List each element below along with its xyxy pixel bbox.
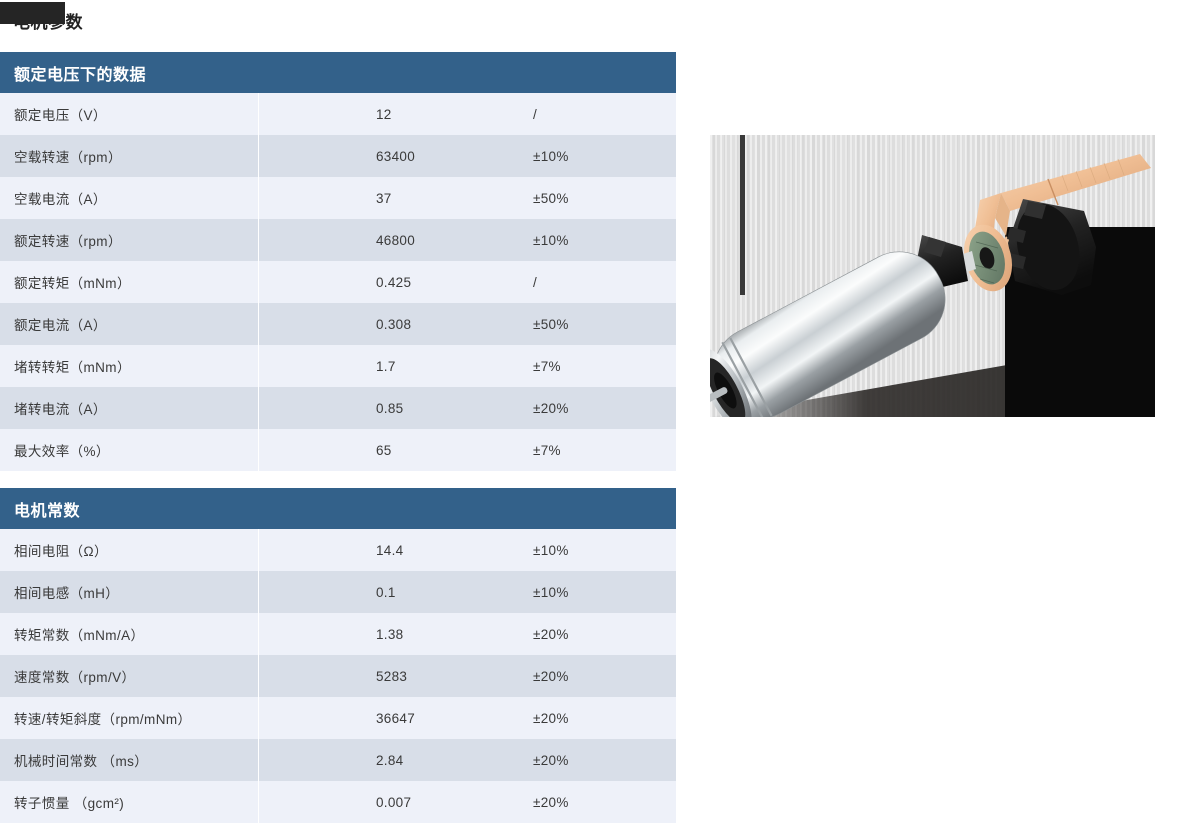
table-row: 转速/转矩斜度（rpm/mNm） 36647 ±20% [0,697,676,739]
row-label: 额定转速（rpm） [14,234,122,249]
spec-table-rated-voltage: 额定电压下的数据 额定电压（V） 12 / 空载转速（rpm） 63400 ±1… [0,52,676,471]
product-photo-motor [710,135,1155,417]
row-value: 0.308 [258,303,533,345]
row-tolerance: / [533,106,538,122]
table-row: 堵转电流（A） 0.85 ±20% [0,387,676,429]
table-row: 相间电感（mH） 0.1 ±10% [0,571,676,613]
row-tolerance: ±7% [533,442,561,458]
row-value: 36647 [258,697,533,739]
row-tolerance: ±10% [533,148,569,164]
row-label: 速度常数（rpm/V） [14,670,136,685]
row-label: 最大效率（%） [14,444,110,459]
motor-illustration-icon [710,154,1151,417]
row-tolerance: ±20% [533,794,569,810]
row-value: 46800 [258,219,533,261]
row-tolerance: ±20% [533,626,569,642]
table-row: 额定电流（A） 0.308 ±50% [0,303,676,345]
row-label: 机械时间常数 （ms） [14,754,149,769]
row-value: 0.1 [258,571,533,613]
spec-table-motor-constants: 电机常数 相间电阻（Ω） 14.4 ±10% 相间电感（mH） 0.1 ±10%… [0,488,676,823]
table-row: 机械时间常数 （ms） 2.84 ±20% [0,739,676,781]
row-value: 14.4 [258,529,533,571]
row-tolerance: ±10% [533,542,569,558]
row-value: 5283 [258,655,533,697]
row-tolerance: ±10% [533,584,569,600]
table-row: 最大效率（%） 65 ±7% [0,429,676,471]
row-tolerance: ±10% [533,232,569,248]
row-label: 堵转转矩（mNm） [14,360,131,375]
table-row: 相间电阻（Ω） 14.4 ±10% [0,529,676,571]
row-label: 转矩常数（mNm/A） [14,628,145,643]
row-label: 空载电流（A） [14,192,107,207]
row-tolerance: ±20% [533,400,569,416]
table-row: 速度常数（rpm/V） 5283 ±20% [0,655,676,697]
row-value: 1.7 [258,345,533,387]
row-value: 0.85 [258,387,533,429]
row-tolerance: ±50% [533,190,569,206]
row-value: 2.84 [258,739,533,781]
row-value: 12 [258,93,533,135]
row-label: 相间电感（mH） [14,586,120,601]
table-row: 转子惯量 （gcm²) 0.007 ±20% [0,781,676,823]
row-label: 额定电压（V） [14,108,107,123]
row-value: 0.425 [258,261,533,303]
table-header-rated-voltage: 额定电压下的数据 [0,52,676,93]
row-tolerance: ±7% [533,358,561,374]
table-row: 转矩常数（mNm/A） 1.38 ±20% [0,613,676,655]
row-label: 额定转矩（mNm） [14,276,131,291]
table-header-motor-constants: 电机常数 [0,488,676,529]
table-row: 空载电流（A） 37 ±50% [0,177,676,219]
row-value: 37 [258,177,533,219]
table-row: 堵转转矩（mNm） 1.7 ±7% [0,345,676,387]
photo-dark-streak [740,135,745,295]
row-tolerance: ±20% [533,752,569,768]
row-tolerance: ±20% [533,710,569,726]
row-label: 堵转电流（A） [14,402,107,417]
row-label: 额定电流（A） [14,318,107,333]
row-value: 1.38 [258,613,533,655]
row-value: 65 [258,429,533,471]
table-row: 额定转矩（mNm） 0.425 / [0,261,676,303]
row-label: 转速/转矩斜度（rpm/mNm） [14,712,192,727]
row-tolerance: ±50% [533,316,569,332]
page-title: 电机参数 [13,13,83,32]
row-value: 0.007 [258,781,533,823]
row-label: 相间电阻（Ω） [14,544,108,559]
page-title-bar: 电机参数 [0,0,690,46]
row-value: 63400 [258,135,533,177]
row-label: 转子惯量 （gcm²) [14,796,125,811]
table-row: 额定转速（rpm） 46800 ±10% [0,219,676,261]
table-row: 额定电压（V） 12 / [0,93,676,135]
row-tolerance: ±20% [533,668,569,684]
table-body-motor-constants: 相间电阻（Ω） 14.4 ±10% 相间电感（mH） 0.1 ±10% 转矩常数… [0,529,676,823]
row-label: 空载转速（rpm） [14,150,122,165]
table-row: 空载转速（rpm） 63400 ±10% [0,135,676,177]
row-tolerance: / [533,274,538,290]
table-body-rated-voltage: 额定电压（V） 12 / 空载转速（rpm） 63400 ±10% 空载电流（A… [0,93,676,471]
